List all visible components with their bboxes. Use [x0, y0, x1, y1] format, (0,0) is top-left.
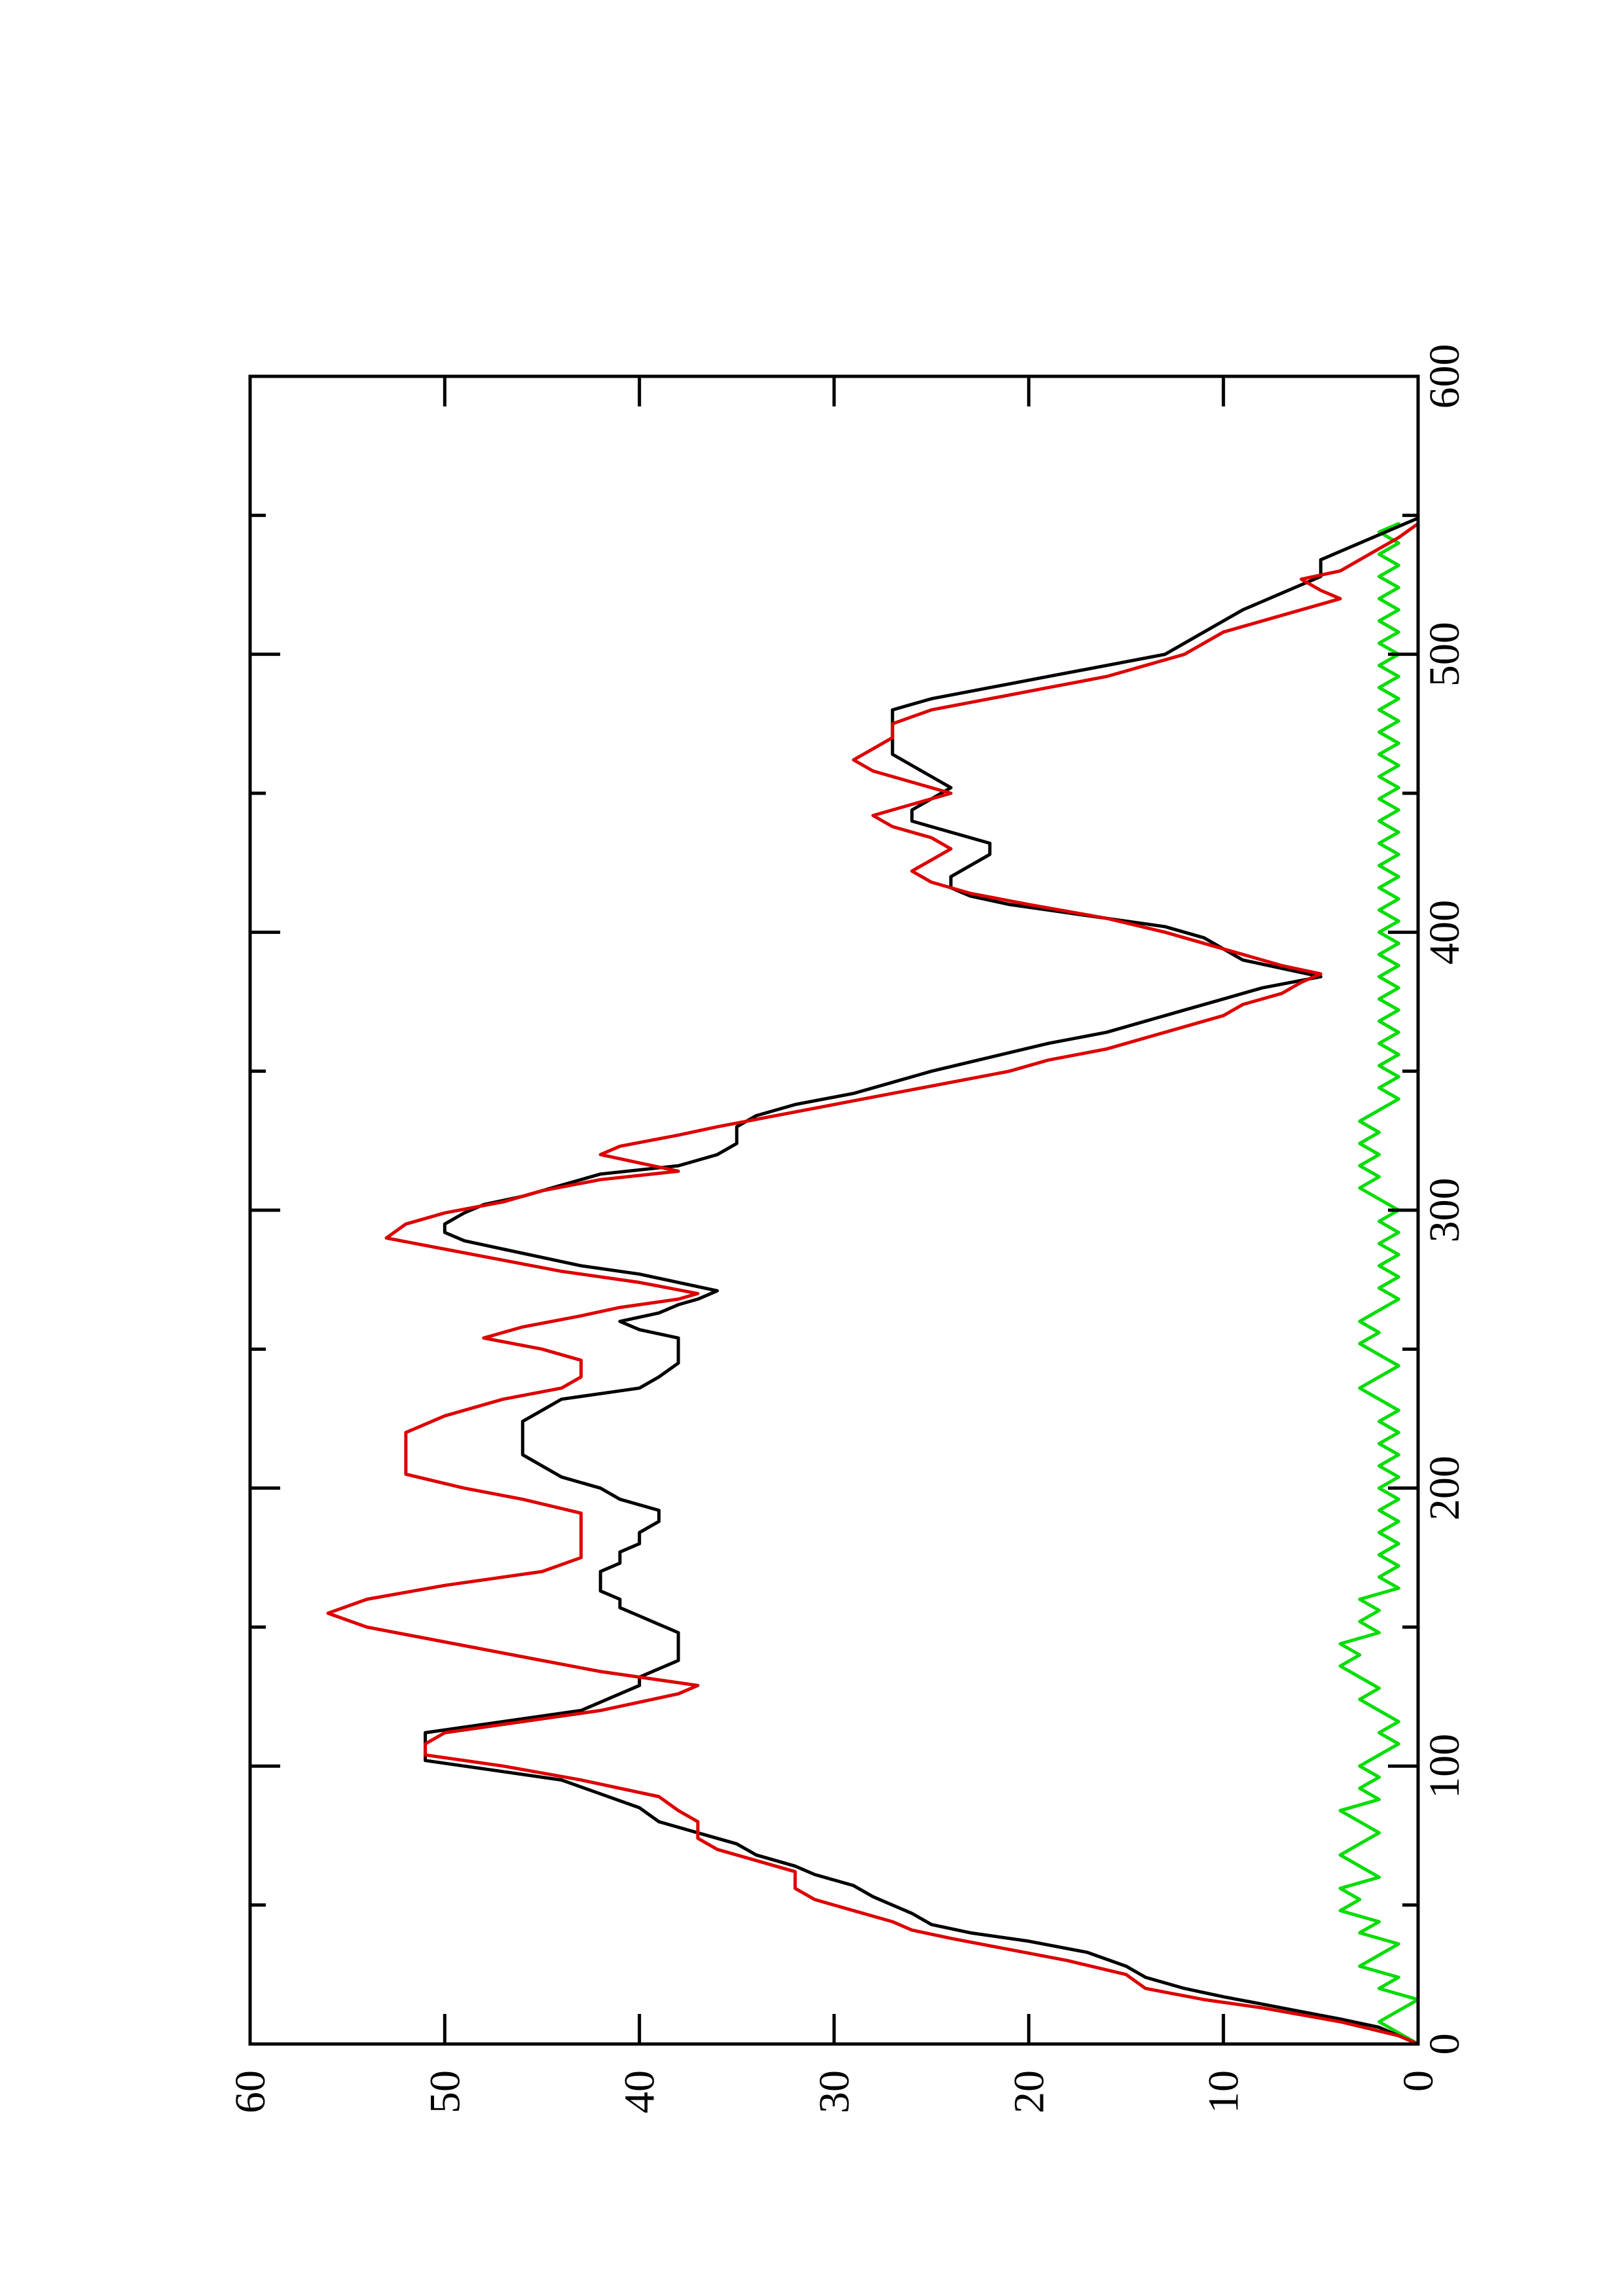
x-tick-label: 400 — [1421, 900, 1468, 965]
series-line-2 — [1338, 522, 1420, 2046]
y-tick-label: 60 — [227, 2070, 274, 2113]
x-tick-label: 0 — [1421, 2034, 1468, 2055]
y-tick-label: 30 — [811, 2070, 858, 2113]
x-tick-label: 100 — [1421, 1734, 1468, 1799]
y-tick-label: 10 — [1200, 2070, 1248, 2113]
y-tick-label: 50 — [421, 2070, 469, 2113]
y-tick-label: 20 — [1005, 2070, 1053, 2113]
y-tick-label: 40 — [616, 2070, 664, 2113]
x-tick-label: 500 — [1421, 622, 1468, 687]
series-layer — [326, 516, 1420, 2046]
tick-layer — [248, 374, 1420, 2046]
y-tick-label: 0 — [1395, 2070, 1442, 2092]
series-line-0 — [424, 516, 1420, 2046]
x-tick-label: 300 — [1421, 1178, 1468, 1243]
x-tick-label: 600 — [1421, 344, 1468, 409]
x-tick-label: 200 — [1421, 1456, 1468, 1520]
series-line-1 — [326, 522, 1420, 2046]
label-layer: 0 100 200 300 400 500 600 0 10 20 30 40 50 60 — [227, 344, 1468, 2114]
